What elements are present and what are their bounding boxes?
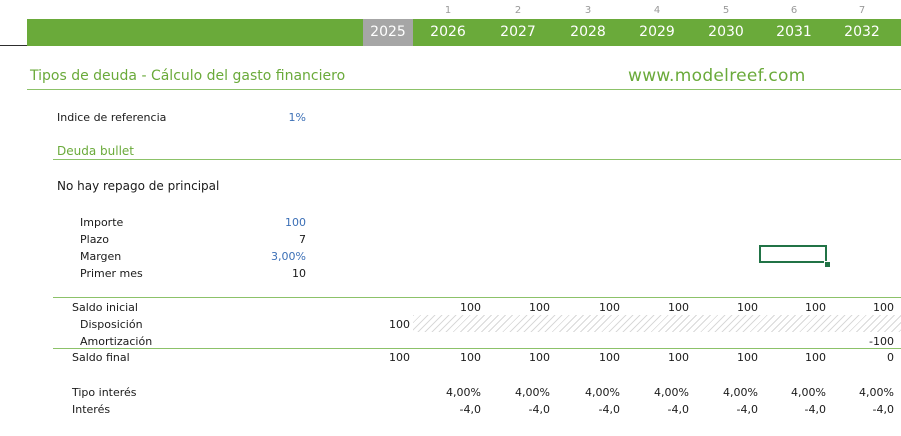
row-tipo-interes-label[interactable]: Tipo interés <box>72 386 137 399</box>
cell-saldo-final-2025[interactable]: 100 <box>389 351 410 364</box>
cell-saldo-inicial-2026[interactable]: 100 <box>460 301 481 314</box>
header-left-border <box>0 45 27 46</box>
year-cell-2028[interactable]: 2028 <box>570 24 606 40</box>
cell-amortizacion-2032[interactable]: -100 <box>869 335 894 348</box>
cell-saldo-final-2026[interactable]: 100 <box>460 351 481 364</box>
year-cell-2029[interactable]: 2029 <box>639 24 675 40</box>
period-index-5: 5 <box>722 5 730 16</box>
year-cell-2031[interactable]: 2031 <box>776 24 812 40</box>
cell-interes-2031[interactable]: -4,0 <box>804 403 826 416</box>
param-primer-mes-label[interactable]: Primer mes <box>80 267 143 280</box>
row-disposicion-label[interactable]: Disposición <box>80 318 143 331</box>
reference-label[interactable]: Indice de referencia <box>57 111 167 124</box>
cell-saldo-inicial-2029[interactable]: 100 <box>668 301 689 314</box>
cell-interes-2032[interactable]: -4,0 <box>872 403 894 416</box>
cell-saldo-final-2028[interactable]: 100 <box>599 351 620 364</box>
row-saldo-final-label[interactable]: Saldo final <box>72 351 130 364</box>
cell-disposicion-2025[interactable]: 100 <box>389 318 410 331</box>
year-cell-2032[interactable]: 2032 <box>844 24 880 40</box>
param-primer-mes-value[interactable]: 10 <box>292 267 306 280</box>
cell-tipo-interes-2026[interactable]: 4,00% <box>446 386 481 399</box>
row-interes-label[interactable]: Interés <box>72 403 111 416</box>
year-cell-2026[interactable]: 2026 <box>430 24 466 40</box>
note-no-repago[interactable]: No hay repago de principal <box>57 179 220 193</box>
cell-saldo-inicial-2028[interactable]: 100 <box>599 301 620 314</box>
reference-value[interactable]: 1% <box>288 111 306 124</box>
title-underline <box>27 89 901 90</box>
cell-tipo-interes-2031[interactable]: 4,00% <box>791 386 826 399</box>
year-cell-2027[interactable]: 2027 <box>500 24 536 40</box>
cell-saldo-final-2030[interactable]: 100 <box>737 351 758 364</box>
param-margen-label[interactable]: Margen <box>80 250 122 263</box>
table-top-border <box>53 297 901 298</box>
period-index-7: 7 <box>858 5 866 16</box>
section-underline <box>53 159 901 160</box>
cell-interes-2029[interactable]: -4,0 <box>667 403 689 416</box>
cell-saldo-final-2031[interactable]: 100 <box>805 351 826 364</box>
cell-interes-2028[interactable]: -4,0 <box>598 403 620 416</box>
param-margen-value[interactable]: 3,00% <box>271 250 306 263</box>
cell-tipo-interes-2027[interactable]: 4,00% <box>515 386 550 399</box>
year-cell-2030[interactable]: 2030 <box>708 24 744 40</box>
cell-saldo-inicial-2030[interactable]: 100 <box>737 301 758 314</box>
hatched-area <box>413 315 901 332</box>
brand-url[interactable]: www.modelreef.com <box>628 66 806 86</box>
cell-saldo-inicial-2031[interactable]: 100 <box>805 301 826 314</box>
section-deuda-bullet[interactable]: Deuda bullet <box>57 144 134 158</box>
cell-saldo-final-2032[interactable]: 0 <box>887 351 894 364</box>
row-saldo-inicial-label[interactable]: Saldo inicial <box>72 301 138 314</box>
year-cell-2025[interactable]: 2025 <box>363 19 413 46</box>
cell-interes-2027[interactable]: -4,0 <box>528 403 550 416</box>
year-header-bar <box>27 19 901 46</box>
period-index-3: 3 <box>584 5 592 16</box>
cell-saldo-inicial-2027[interactable]: 100 <box>529 301 550 314</box>
param-plazo-value[interactable]: 7 <box>299 233 306 246</box>
param-importe-value[interactable]: 100 <box>285 216 306 229</box>
cell-tipo-interes-2032[interactable]: 4,00% <box>859 386 894 399</box>
period-index-1: 1 <box>444 5 452 16</box>
sheet-title[interactable]: Tipos de deuda - Cálculo del gasto finan… <box>30 68 346 84</box>
cell-saldo-final-2027[interactable]: 100 <box>529 351 550 364</box>
cell-interes-2026[interactable]: -4,0 <box>459 403 481 416</box>
period-index-6: 6 <box>790 5 798 16</box>
cell-saldo-inicial-2032[interactable]: 100 <box>873 301 894 314</box>
cell-tipo-interes-2028[interactable]: 4,00% <box>585 386 620 399</box>
period-index-4: 4 <box>653 5 661 16</box>
cell-tipo-interes-2030[interactable]: 4,00% <box>723 386 758 399</box>
param-importe-label[interactable]: Importe <box>80 216 124 229</box>
row-amortizacion-label[interactable]: Amortización <box>80 335 153 348</box>
selected-cell[interactable] <box>759 245 827 263</box>
period-index-2: 2 <box>514 5 522 16</box>
cell-tipo-interes-2029[interactable]: 4,00% <box>654 386 689 399</box>
param-plazo-label[interactable]: Plazo <box>80 233 109 246</box>
table-subtotal-border <box>53 348 901 349</box>
cell-saldo-final-2029[interactable]: 100 <box>668 351 689 364</box>
fill-handle[interactable] <box>824 261 831 268</box>
cell-interes-2030[interactable]: -4,0 <box>736 403 758 416</box>
